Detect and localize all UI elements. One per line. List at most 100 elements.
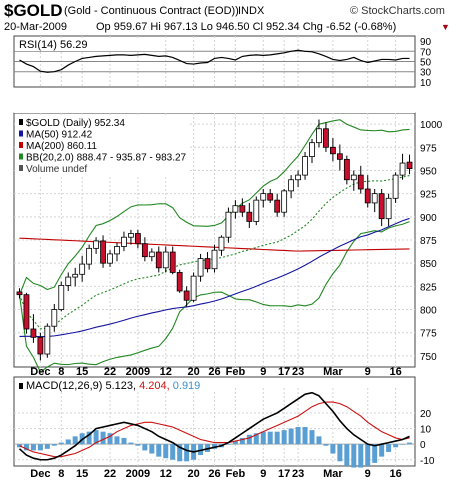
legend-swatch	[19, 119, 23, 125]
price-ytick-label: 800	[420, 306, 437, 317]
price-ytick-label: 875	[420, 236, 437, 247]
macd-histogram-bar	[386, 444, 392, 452]
legend-swatch	[19, 130, 23, 137]
macd-xtick-label: 23	[292, 468, 304, 480]
candle-body	[176, 272, 183, 292]
macd-histogram-bar	[114, 436, 120, 445]
legend-swatch	[19, 142, 23, 148]
macd-histogram-bar	[37, 444, 43, 451]
candle-body	[134, 233, 141, 245]
price-ytick-label: 925	[420, 190, 437, 201]
macd-histogram-bar	[372, 444, 378, 463]
price-ytick-label: 750	[420, 352, 437, 363]
price-ytick-label: 1000	[420, 120, 443, 131]
candle-body	[162, 251, 169, 269]
macd-histogram-bar	[260, 431, 266, 445]
legend-entry: BB(20,2.0) 888.47 - 935.87 - 983.27	[26, 153, 187, 164]
candle-body	[204, 258, 211, 270]
macd-histogram-bar	[239, 437, 245, 445]
candle-body	[260, 193, 267, 201]
macd-label: MACD(12,26,9) 5.123, 4.204, 0.919	[26, 380, 200, 392]
price-xtick-label: 17	[278, 366, 290, 378]
symbol-description: (Gold - Continuous Contract (EOD))	[64, 5, 239, 17]
price-ytick-label: 775	[420, 329, 437, 340]
macd-histogram-bar	[23, 444, 29, 451]
ma50-line	[19, 217, 410, 338]
legend-swatch	[19, 153, 23, 160]
legend-entry: MA(50) 912.42	[26, 130, 93, 141]
macd-xtick-label: 26	[208, 468, 220, 480]
macd-histogram-bar	[351, 444, 357, 468]
macd-histogram-bar	[379, 444, 385, 457]
price-ytick-label: 950	[420, 166, 437, 177]
macd-histogram-bar	[246, 434, 252, 445]
macd-ytick-label: 0	[420, 440, 426, 451]
macd-xtick-label: 16	[389, 468, 401, 480]
candle-body	[323, 128, 329, 148]
spacer	[14, 101, 415, 113]
rsi-label: RSI(14) 56.29	[19, 39, 87, 51]
macd-label-name: MACD(12,26,9)	[26, 380, 105, 392]
macd-line	[18, 391, 410, 461]
candle-body	[16, 291, 23, 296]
macd-histogram-bar	[163, 444, 169, 459]
macd-histogram-bar	[121, 437, 127, 445]
macd-histogram-bar	[295, 427, 301, 445]
macd-histogram-bar	[232, 441, 238, 445]
macd-xtick-label: 9	[365, 468, 371, 480]
exchange-label: INDX	[238, 5, 265, 17]
macd-histogram-bar	[184, 444, 190, 462]
candle-body	[197, 258, 204, 277]
macd-histogram-bar	[344, 444, 350, 466]
price-xtick-label: 23	[292, 366, 304, 378]
candle-body	[169, 251, 176, 273]
rsi-line	[19, 49, 410, 73]
macd-histogram-bar	[72, 436, 78, 445]
rsi-ytick-label: 10	[420, 78, 432, 89]
macd-histogram-bar	[316, 436, 322, 445]
candle-body	[72, 273, 79, 278]
macd-histogram-bar	[337, 444, 343, 462]
candle-body	[336, 153, 343, 160]
macd-histogram-bar	[65, 439, 71, 445]
candle-body	[121, 236, 127, 247]
price-xtick-label: 16	[389, 366, 401, 378]
macd-signal-line	[19, 401, 410, 458]
macd-xtick-label: 17	[278, 468, 290, 480]
macd-histogram-bar	[44, 444, 50, 449]
bollinger-upper-line	[18, 119, 410, 295]
legend-entry: $GOLD (Daily) 952.34	[26, 118, 125, 129]
candle-body	[399, 162, 406, 176]
candle-body	[274, 199, 281, 213]
candle-body	[392, 174, 399, 199]
macd-histogram-bar	[100, 431, 106, 445]
macd-histogram-bar	[128, 442, 134, 445]
candle-body	[23, 294, 30, 330]
legend-swatch	[19, 165, 23, 171]
macd-value: 5.123,	[105, 380, 139, 392]
macd-histogram-bar	[267, 431, 273, 445]
candle-body	[232, 205, 239, 213]
candle-body	[218, 236, 225, 251]
rsi-ytick-label: 30	[420, 68, 432, 79]
candle-body	[148, 251, 155, 258]
legend-entry: MA(200) 860.11	[26, 141, 97, 152]
chart-date: 20-Mar-2009	[4, 21, 67, 33]
candle-body	[107, 253, 113, 264]
macd-histogram-bar	[177, 444, 183, 462]
candle-body	[406, 161, 413, 170]
macd-xtick-label: 9	[260, 468, 266, 480]
macd-histogram-bar	[30, 444, 36, 451]
macd-histogram-bar	[142, 444, 148, 451]
price-ytick-label: 900	[420, 213, 437, 224]
price-xtick-label: Mar	[323, 366, 343, 378]
macd-histogram-bar	[302, 427, 308, 445]
macd-histogram-bar	[330, 444, 336, 454]
macd-histogram-bar	[365, 444, 371, 466]
rsi-ytick-label: 70	[420, 47, 432, 58]
candle-body	[385, 197, 392, 220]
macd-histogram-bar	[58, 442, 64, 445]
legend-bg	[15, 115, 190, 177]
